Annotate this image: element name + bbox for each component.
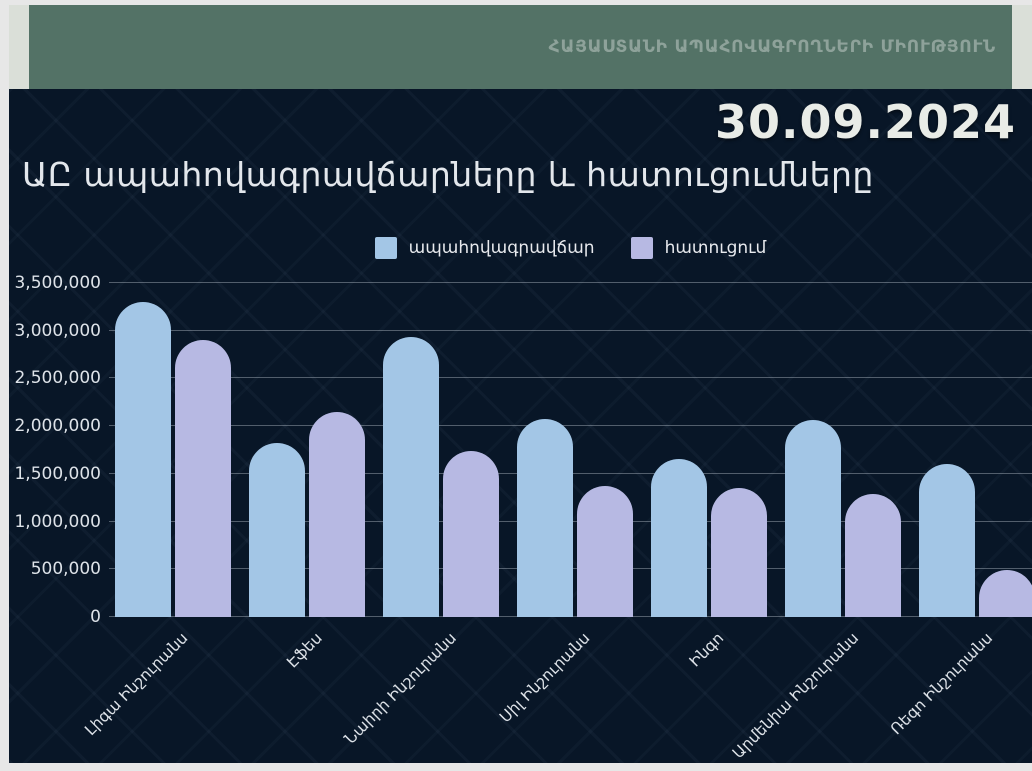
legend-swatch-claims [630,237,653,259]
bar-group [651,458,767,617]
legend-item-premiums: ապահովագրավճար [374,237,595,259]
bar-group [383,337,499,617]
bar [443,451,499,617]
x-tick-label: Արմենիա Ինշուրանս [728,629,862,763]
bar [711,488,767,617]
y-axis-labels: 0 500,000 1,000,000 1,500,000 2,000,000 2,500… [9,273,101,627]
report-date: 30.09.2024 [714,95,1016,149]
bar [517,418,573,617]
bar [175,340,231,617]
bar [249,443,305,617]
grid-line [109,425,1032,427]
bar [651,458,707,617]
bar [383,337,439,617]
header-band: ՀԱՅԱՍՏԱՆԻ ԱՊԱՀՈՎԱԳՐՈՂՆԵՐԻ ՄԻՈՒԹՅՈՒՆ [29,5,1012,89]
grid-line [109,377,1032,379]
bar [309,411,365,617]
grid-line [109,282,1032,283]
chart-title: ԱԸ ապահովագրավճարները և հատուցումները [22,155,874,194]
y-tick-label: 500,000 [30,559,101,580]
bar-series [115,283,1032,617]
x-tick-label: Նաիրի Ինշուրանս [340,629,460,748]
organization-title: ՀԱՅԱՍՏԱՆԻ ԱՊԱՀՈՎԱԳՐՈՂՆԵՐԻ ՄԻՈՒԹՅՈՒՆ [548,37,996,57]
bar-group [115,302,231,617]
chart-panel: 30.09.2024 ԱԸ ապահովագրավճարները և հատու… [9,89,1032,763]
slide: ՀԱՅԱՍՏԱՆԻ ԱՊԱՀՈՎԱԳՐՈՂՆԵՐԻ ՄԻՈՒԹՅՈՒՆ 30.0… [9,5,1032,763]
x-tick-label: Սիլ Ինշուրանս [496,629,594,727]
y-tick-label: 0 [90,607,101,627]
bar-group [785,420,901,617]
x-tick-label: Էֆես [283,629,326,672]
x-tick-label: Լիգա Ինշուրանս [81,629,192,740]
y-tick-label: 3,500,000 [14,273,101,293]
y-tick-label: 1,000,000 [14,511,101,532]
bar [845,493,901,617]
y-tick-label: 2,000,000 [14,416,101,437]
bar-group [249,411,365,617]
y-tick-label: 1,500,000 [14,463,101,484]
grid-line [109,329,1032,331]
legend-item-claims: հատուցում [630,237,767,259]
bar [785,420,841,617]
chart-legend: ապահովագրավճար հատուցում [109,237,1032,259]
legend-swatch-premiums [374,237,397,259]
bar [115,302,171,617]
y-tick-label: 2,500,000 [14,368,101,389]
legend-label-claims: հատուցում [664,238,767,258]
x-tick-label: Ինգո [686,629,728,671]
x-axis-labels: Լիգա Ինշուրանս Էֆես Նաիրի Ինշուրանս Սիլ Ինշ… [9,617,1032,762]
x-tick-label: Ռեգո Ինշուրանս [886,629,996,739]
y-tick-label: 3,000,000 [14,320,101,341]
bar-group [919,464,1032,617]
legend-label-premiums: ապահովագրավճար [408,238,595,258]
bar [979,570,1032,617]
bar [577,486,633,617]
bar [919,464,975,617]
bar-group [517,418,633,617]
